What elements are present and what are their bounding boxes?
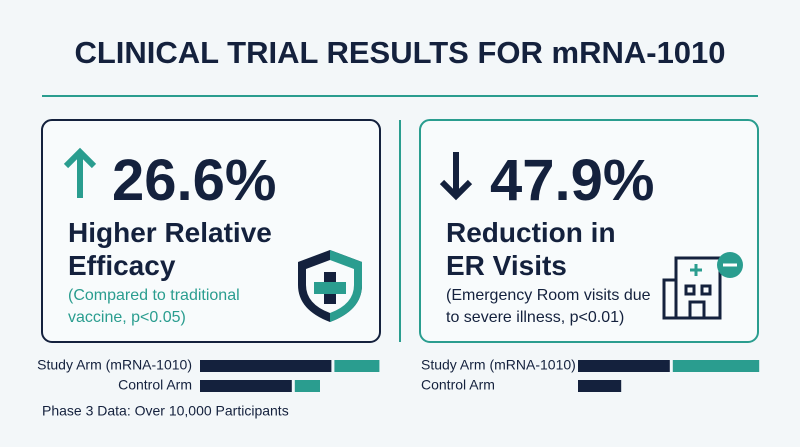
note: to severe illness, p<0.01): [446, 309, 624, 326]
headline: Efficacy: [68, 250, 176, 281]
bar-label: Control Arm: [118, 377, 192, 393]
bar-label: Control Arm: [421, 377, 495, 393]
stat: 26.6%: [112, 148, 276, 213]
bar-segment: [200, 380, 292, 392]
footer: Phase 3 Data: Over 10,000 Participants: [42, 403, 289, 419]
up-arrow: [63, 147, 97, 198]
title: CLINICAL TRIAL RESULTS FOR mRNA-1010: [74, 35, 725, 70]
headline: ER Visits: [446, 250, 567, 281]
bar-segment: [334, 360, 380, 372]
bar-segment: [672, 360, 760, 372]
panel-box: [41, 119, 381, 343]
down-arrow: [439, 152, 473, 201]
note: (Compared to traditional: [68, 287, 240, 304]
headline: Reduction in: [446, 217, 616, 248]
bar-label: Study Arm (mRNA-1010): [421, 357, 576, 373]
note: vaccine, p<0.05): [68, 309, 186, 326]
shield-icon: [298, 250, 362, 322]
note: (Emergency Room visits due: [446, 287, 651, 304]
bar-label: Study Arm (mRNA-1010): [37, 357, 192, 373]
hospital-icon: [662, 252, 743, 320]
panel-box: [419, 119, 759, 343]
stat: 47.9%: [490, 148, 654, 213]
bar-segment: [294, 380, 320, 392]
bar-segment: [200, 360, 332, 372]
bar-segment: [578, 380, 622, 392]
bar-segment: [578, 360, 670, 372]
headline: Higher Relative: [68, 217, 272, 248]
